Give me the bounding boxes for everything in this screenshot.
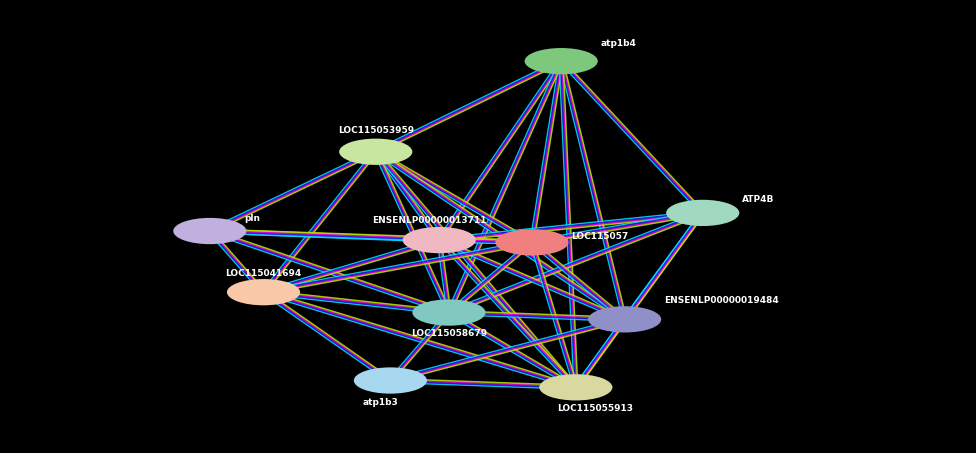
Text: LOC115058679: LOC115058679 (411, 329, 487, 338)
Ellipse shape (354, 367, 427, 394)
Ellipse shape (227, 279, 301, 305)
Ellipse shape (539, 374, 613, 400)
Ellipse shape (496, 229, 569, 255)
Text: ATP4B: ATP4B (742, 195, 774, 204)
Text: atp1b4: atp1b4 (600, 39, 636, 48)
Text: atp1b3: atp1b3 (363, 398, 398, 407)
Ellipse shape (340, 139, 413, 165)
Text: pln: pln (244, 214, 260, 223)
Text: LOC115055913: LOC115055913 (557, 404, 633, 413)
Ellipse shape (525, 48, 597, 74)
Ellipse shape (666, 200, 740, 226)
Text: LOC115041694: LOC115041694 (225, 269, 302, 278)
Text: ENSENLP00000013711: ENSENLP00000013711 (372, 216, 487, 225)
Text: LOC115057: LOC115057 (571, 232, 629, 241)
Ellipse shape (413, 299, 486, 326)
Ellipse shape (402, 227, 476, 253)
Ellipse shape (174, 218, 246, 244)
Text: LOC115053959: LOC115053959 (338, 126, 414, 135)
Text: ENSENLP00000019484: ENSENLP00000019484 (664, 296, 779, 305)
Ellipse shape (588, 306, 662, 333)
